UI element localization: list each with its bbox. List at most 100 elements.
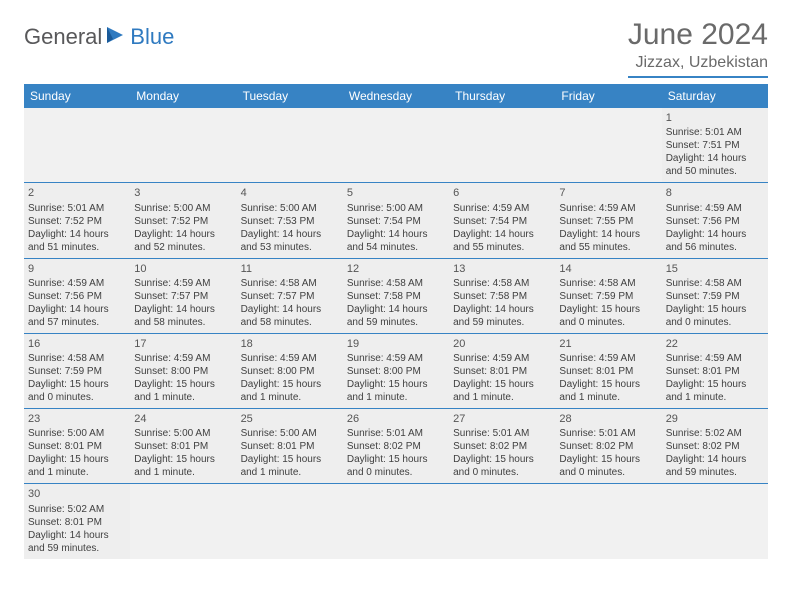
day-cell <box>130 484 236 558</box>
week-row: 23Sunrise: 5:00 AMSunset: 8:01 PMDayligh… <box>24 409 768 484</box>
day-cell: 29Sunrise: 5:02 AMSunset: 8:02 PMDayligh… <box>662 409 768 483</box>
weekday-header: Saturday <box>662 84 768 108</box>
sunset-text: Sunset: 7:53 PM <box>241 215 339 228</box>
flag-icon <box>106 25 128 50</box>
day-cell: 12Sunrise: 4:58 AMSunset: 7:58 PMDayligh… <box>343 259 449 333</box>
day-number: 15 <box>666 262 764 276</box>
daylight-text: Daylight: 15 hours and 1 minute. <box>28 453 126 479</box>
day-number: 12 <box>347 262 445 276</box>
daylight-text: Daylight: 15 hours and 1 minute. <box>453 378 551 404</box>
sunset-text: Sunset: 7:59 PM <box>666 290 764 303</box>
sunrise-text: Sunrise: 4:59 AM <box>453 202 551 215</box>
day-cell: 21Sunrise: 4:59 AMSunset: 8:01 PMDayligh… <box>555 334 661 408</box>
day-cell: 6Sunrise: 4:59 AMSunset: 7:54 PMDaylight… <box>449 183 555 257</box>
sunrise-text: Sunrise: 5:00 AM <box>28 427 126 440</box>
day-number: 22 <box>666 337 764 351</box>
day-number: 23 <box>28 412 126 426</box>
daylight-text: Daylight: 14 hours and 55 minutes. <box>559 228 657 254</box>
day-number: 27 <box>453 412 551 426</box>
daylight-text: Daylight: 14 hours and 59 minutes. <box>28 529 126 555</box>
daylight-text: Daylight: 14 hours and 50 minutes. <box>666 152 764 178</box>
daylight-text: Daylight: 15 hours and 1 minute. <box>134 378 232 404</box>
day-cell <box>555 484 661 558</box>
sunrise-text: Sunrise: 4:59 AM <box>453 352 551 365</box>
daylight-text: Daylight: 15 hours and 0 minutes. <box>347 453 445 479</box>
day-cell: 2Sunrise: 5:01 AMSunset: 7:52 PMDaylight… <box>24 183 130 257</box>
day-cell: 22Sunrise: 4:59 AMSunset: 8:01 PMDayligh… <box>662 334 768 408</box>
sunrise-text: Sunrise: 4:58 AM <box>347 277 445 290</box>
sunset-text: Sunset: 7:54 PM <box>453 215 551 228</box>
day-number: 8 <box>666 186 764 200</box>
day-number: 11 <box>241 262 339 276</box>
day-number: 20 <box>453 337 551 351</box>
sunset-text: Sunset: 7:52 PM <box>28 215 126 228</box>
day-number: 25 <box>241 412 339 426</box>
day-cell: 9Sunrise: 4:59 AMSunset: 7:56 PMDaylight… <box>24 259 130 333</box>
month-title: June 2024 <box>628 18 768 52</box>
sunset-text: Sunset: 8:02 PM <box>666 440 764 453</box>
day-cell: 26Sunrise: 5:01 AMSunset: 8:02 PMDayligh… <box>343 409 449 483</box>
day-cell <box>449 484 555 558</box>
day-cell <box>662 484 768 558</box>
weekday-header-row: SundayMondayTuesdayWednesdayThursdayFrid… <box>24 84 768 108</box>
sunset-text: Sunset: 8:00 PM <box>241 365 339 378</box>
day-cell <box>24 108 130 182</box>
sunrise-text: Sunrise: 4:59 AM <box>559 202 657 215</box>
sunset-text: Sunset: 7:59 PM <box>28 365 126 378</box>
sunrise-text: Sunrise: 4:58 AM <box>241 277 339 290</box>
week-row: 30Sunrise: 5:02 AMSunset: 8:01 PMDayligh… <box>24 484 768 558</box>
daylight-text: Daylight: 15 hours and 0 minutes. <box>666 303 764 329</box>
day-number: 9 <box>28 262 126 276</box>
day-cell: 4Sunrise: 5:00 AMSunset: 7:53 PMDaylight… <box>237 183 343 257</box>
daylight-text: Daylight: 15 hours and 1 minute. <box>241 453 339 479</box>
sunset-text: Sunset: 7:58 PM <box>453 290 551 303</box>
sunset-text: Sunset: 7:52 PM <box>134 215 232 228</box>
sunrise-text: Sunrise: 4:59 AM <box>28 277 126 290</box>
daylight-text: Daylight: 15 hours and 1 minute. <box>134 453 232 479</box>
sunrise-text: Sunrise: 5:01 AM <box>453 427 551 440</box>
week-row: 2Sunrise: 5:01 AMSunset: 7:52 PMDaylight… <box>24 183 768 258</box>
title-block: June 2024 Jizzax, Uzbekistan <box>628 18 768 78</box>
sunrise-text: Sunrise: 5:00 AM <box>241 427 339 440</box>
day-cell: 17Sunrise: 4:59 AMSunset: 8:00 PMDayligh… <box>130 334 236 408</box>
sunrise-text: Sunrise: 4:58 AM <box>453 277 551 290</box>
location: Jizzax, Uzbekistan <box>628 54 768 78</box>
weekday-header: Monday <box>130 84 236 108</box>
day-cell <box>343 108 449 182</box>
sunset-text: Sunset: 8:02 PM <box>559 440 657 453</box>
header: General Blue June 2024 Jizzax, Uzbekista… <box>24 18 768 78</box>
day-number: 7 <box>559 186 657 200</box>
daylight-text: Daylight: 15 hours and 0 minutes. <box>28 378 126 404</box>
day-cell: 11Sunrise: 4:58 AMSunset: 7:57 PMDayligh… <box>237 259 343 333</box>
day-cell: 24Sunrise: 5:00 AMSunset: 8:01 PMDayligh… <box>130 409 236 483</box>
sunrise-text: Sunrise: 5:01 AM <box>666 126 764 139</box>
day-cell <box>555 108 661 182</box>
sunrise-text: Sunrise: 5:01 AM <box>347 427 445 440</box>
sunrise-text: Sunrise: 5:00 AM <box>134 427 232 440</box>
day-cell: 10Sunrise: 4:59 AMSunset: 7:57 PMDayligh… <box>130 259 236 333</box>
day-cell: 13Sunrise: 4:58 AMSunset: 7:58 PMDayligh… <box>449 259 555 333</box>
sunset-text: Sunset: 8:00 PM <box>347 365 445 378</box>
sunset-text: Sunset: 7:57 PM <box>241 290 339 303</box>
day-cell: 19Sunrise: 4:59 AMSunset: 8:00 PMDayligh… <box>343 334 449 408</box>
day-cell: 1Sunrise: 5:01 AMSunset: 7:51 PMDaylight… <box>662 108 768 182</box>
sunset-text: Sunset: 8:01 PM <box>28 516 126 529</box>
sunset-text: Sunset: 8:00 PM <box>134 365 232 378</box>
sunset-text: Sunset: 7:55 PM <box>559 215 657 228</box>
day-number: 2 <box>28 186 126 200</box>
daylight-text: Daylight: 14 hours and 54 minutes. <box>347 228 445 254</box>
day-number: 16 <box>28 337 126 351</box>
daylight-text: Daylight: 14 hours and 57 minutes. <box>28 303 126 329</box>
day-number: 21 <box>559 337 657 351</box>
sunrise-text: Sunrise: 4:58 AM <box>666 277 764 290</box>
weekday-header: Friday <box>555 84 661 108</box>
day-number: 1 <box>666 111 764 125</box>
daylight-text: Daylight: 15 hours and 0 minutes. <box>453 453 551 479</box>
day-cell: 25Sunrise: 5:00 AMSunset: 8:01 PMDayligh… <box>237 409 343 483</box>
sunset-text: Sunset: 8:01 PM <box>453 365 551 378</box>
sunrise-text: Sunrise: 4:59 AM <box>559 352 657 365</box>
weekday-header: Wednesday <box>343 84 449 108</box>
day-number: 30 <box>28 487 126 501</box>
sunrise-text: Sunrise: 5:02 AM <box>666 427 764 440</box>
day-cell <box>343 484 449 558</box>
